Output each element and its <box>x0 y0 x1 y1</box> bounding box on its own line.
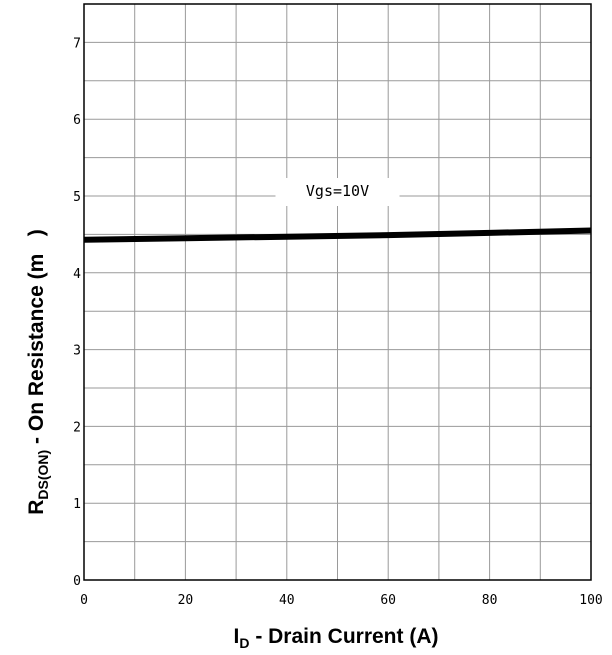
x-tick-label: 40 <box>279 593 295 608</box>
y-tick-labels: 0 1 2 3 4 5 6 7 <box>73 36 81 589</box>
series-label: Vgs=10V <box>306 182 369 200</box>
y-tick-label: 7 <box>73 36 81 51</box>
x-tick-label: 100 <box>579 593 602 608</box>
series-label-background <box>275 178 400 206</box>
series-lines <box>83 227 592 243</box>
y-tick-label: 1 <box>73 497 81 512</box>
x-tick-label: 60 <box>380 593 396 608</box>
y-axis-title: RDS(ON) - On Resistance (m ) <box>25 229 51 515</box>
x-tick-labels: 0 20 40 60 80 100 <box>80 593 603 608</box>
y-tick-label: 0 <box>73 574 81 589</box>
x-tick-label: 0 <box>80 593 88 608</box>
series-labels: Vgs=10V <box>275 178 400 206</box>
x-tick-label: 80 <box>482 593 498 608</box>
y-tick-label: 4 <box>73 267 81 282</box>
y-tick-label: 5 <box>73 190 81 205</box>
y-tick-label: 2 <box>73 420 81 435</box>
plot-border <box>83 3 592 581</box>
plot-frame <box>83 3 592 581</box>
y-tick-label: 3 <box>73 344 81 359</box>
y-tick-label: 6 <box>73 113 81 128</box>
grid-lines <box>84 4 591 580</box>
x-axis-title: ID - Drain Current (A) <box>234 625 439 651</box>
x-tick-label: 20 <box>178 593 194 608</box>
series-line <box>83 227 592 243</box>
